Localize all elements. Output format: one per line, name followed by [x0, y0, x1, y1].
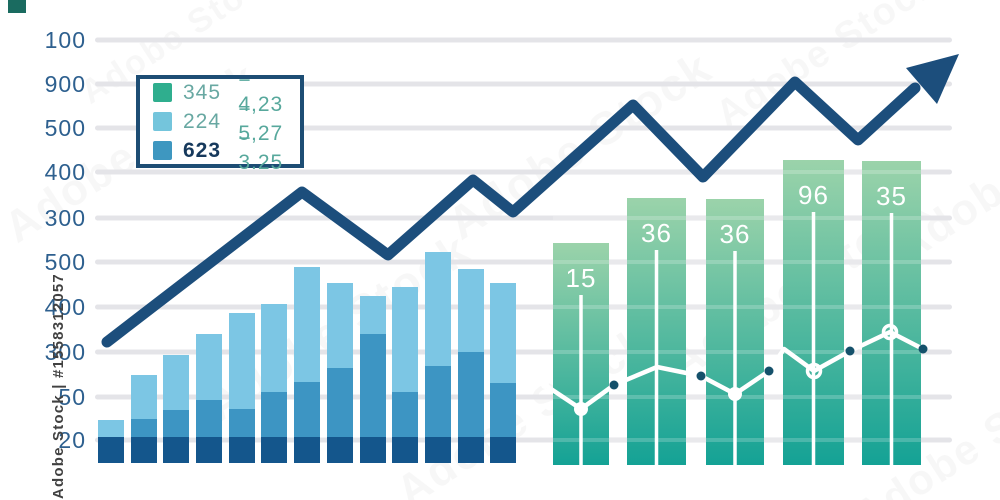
y-axis-label: 300 [45, 205, 86, 231]
legend-value: 224 [183, 109, 222, 133]
gridline [95, 169, 952, 175]
legend-delta: − 4,23 [238, 68, 284, 116]
open-circle-marker [881, 323, 899, 341]
blue-bar-segment-dark [425, 437, 451, 463]
y-axis-label: 100 [45, 27, 86, 53]
blue-bar-segment-medium [458, 352, 484, 437]
navy-dot-marker [918, 344, 928, 354]
blue-bar-segment-dark [261, 437, 287, 463]
blue-bar-segment-medium [229, 409, 255, 437]
blue-bar-segment-medium [131, 419, 157, 437]
blue-bar-segment-medium [261, 392, 287, 437]
gridline-overlay [553, 350, 921, 354]
gridline [95, 37, 952, 43]
blue-bar-segment-light [458, 269, 484, 352]
gridline-overlay [553, 216, 921, 220]
y-axis-label: 20 [58, 427, 86, 453]
blue-bar-segment-dark [229, 437, 255, 463]
green-bar-value: 15 [566, 263, 597, 293]
blue-bar-segment-light [163, 355, 189, 410]
y-axis-label: 300 [45, 339, 86, 365]
blue-bar-segment-dark [392, 437, 418, 463]
blue-bar-segment-dark [196, 437, 222, 463]
legend-value: 623 [183, 138, 222, 162]
blue-bar-segment-dark [360, 437, 386, 463]
legend-delta: − 3.25 [238, 126, 284, 174]
blue-bar-segment-light [360, 296, 386, 334]
y-axis-label: 400 [45, 294, 86, 320]
blue-bar-segment-dark [490, 437, 516, 463]
blue-bar-segment-light [327, 283, 353, 368]
trend-arrow-line [101, 76, 921, 348]
y-axis-label: 500 [45, 115, 86, 141]
legend-delta: − 5,27 [238, 97, 284, 145]
blue-bar-segment-dark [294, 437, 320, 463]
y-axis-label: 50 [58, 384, 86, 410]
legend-swatch-blue [153, 141, 172, 160]
blue-bar-segment-dark [458, 437, 484, 463]
legend-value: 345 [183, 80, 222, 104]
white-line [542, 329, 926, 412]
legend-box: 345 − 4,23 224 − 5,27 623 − 3.25 [136, 69, 304, 174]
white-dot-marker [574, 402, 588, 416]
blue-bar-segment-dark [98, 437, 124, 463]
blue-bar-segment-light [261, 304, 287, 392]
y-axis-label: 900 [45, 71, 86, 97]
blue-bar-segment-medium [327, 368, 353, 437]
gridline-overlay [553, 438, 921, 442]
legend-row: 345 − 4,23 [153, 69, 300, 116]
y-axis-label: 400 [45, 159, 86, 185]
blue-bar-segment-light [425, 252, 451, 366]
white-dot-marker [728, 387, 742, 401]
trend-arrowhead [906, 54, 959, 104]
blue-bar-segment-light [392, 287, 418, 392]
blue-bar-segment-dark [163, 437, 189, 463]
open-circle-marker [805, 362, 823, 380]
blue-bar-segment-light [98, 420, 124, 437]
gridline-overlay [553, 170, 921, 174]
watermark-vertical-label: Adobe Stock | #1558312057 [50, 273, 67, 499]
green-bar-value: 36 [720, 219, 751, 249]
green-bar-value: 96 [798, 180, 829, 210]
legend-swatch-green [153, 83, 172, 102]
blue-bar-segment-medium [392, 392, 418, 437]
blue-bar-segment-medium [490, 383, 516, 437]
navy-dot-marker [845, 346, 855, 356]
blue-bar-segment-medium [163, 410, 189, 437]
legend-row: 224 − 5,27 [153, 98, 300, 145]
blue-bar-segment-light [294, 267, 320, 382]
green-bar-value: 36 [641, 218, 672, 248]
blue-bar-segment-light [196, 334, 222, 400]
blue-bar-segment-dark [131, 437, 157, 463]
y-axis-label: 500 [45, 249, 86, 275]
navy-dot-marker [609, 380, 619, 390]
blue-bar-segment-light [229, 313, 255, 409]
blue-bar-segment-dark [327, 437, 353, 463]
legend-row: 623 − 3.25 [153, 127, 300, 174]
legend-swatch-lightblue [153, 112, 172, 131]
gridline-overlay [553, 305, 921, 309]
blue-bar-segment-light [490, 283, 516, 383]
corner-mark [8, 0, 26, 13]
green-bar-value: 35 [876, 181, 907, 211]
white-line-start-dot [541, 381, 549, 389]
navy-dot-marker [696, 371, 706, 381]
blue-bar-segment-light [131, 375, 157, 419]
blue-bar-segment-medium [294, 382, 320, 437]
navy-dot-marker [764, 366, 774, 376]
blue-bar-segment-medium [360, 334, 386, 437]
blue-bar-segment-medium [196, 400, 222, 437]
gridline [95, 125, 952, 131]
gridline-overlay [553, 260, 921, 264]
gridline [95, 81, 952, 87]
blue-bar-segment-medium [425, 366, 451, 437]
